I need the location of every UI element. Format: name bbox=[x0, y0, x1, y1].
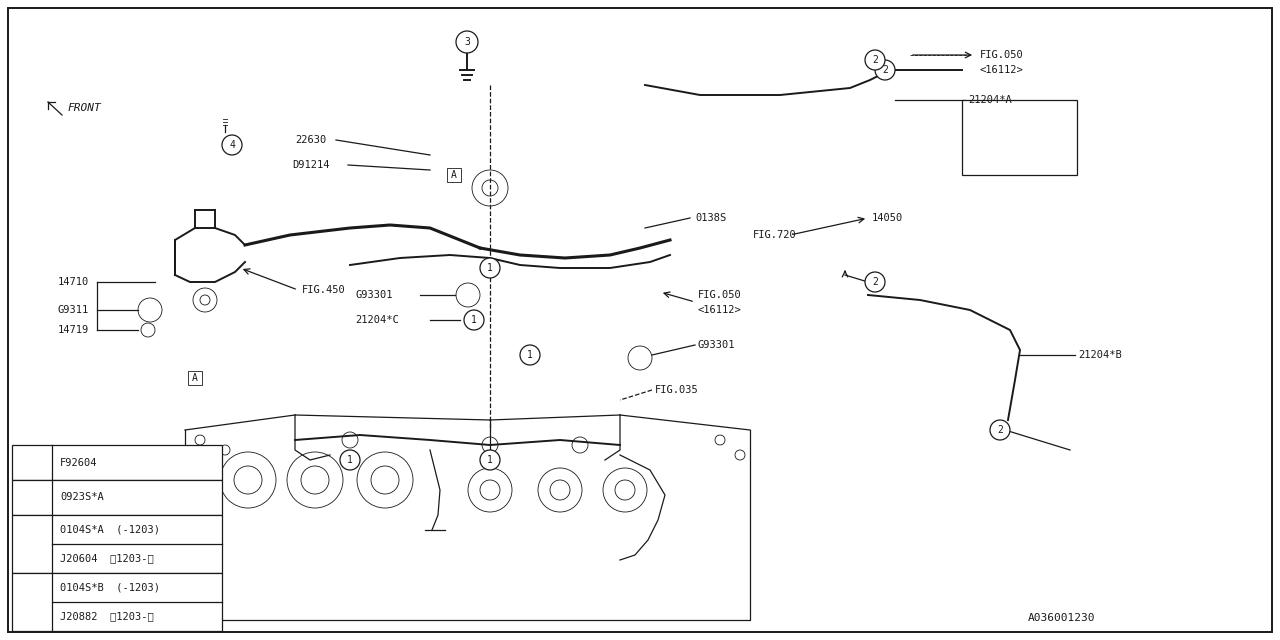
Text: A036001230: A036001230 bbox=[1028, 613, 1094, 623]
Text: 1: 1 bbox=[347, 455, 353, 465]
Text: 21204*A: 21204*A bbox=[968, 95, 1011, 105]
Text: 0138S: 0138S bbox=[695, 213, 726, 223]
Circle shape bbox=[876, 60, 895, 80]
Text: 14719: 14719 bbox=[58, 325, 90, 335]
Circle shape bbox=[865, 272, 884, 292]
Bar bbox=[12, 480, 221, 515]
Circle shape bbox=[480, 258, 500, 278]
Bar bbox=[963, 100, 1076, 175]
Circle shape bbox=[20, 451, 44, 474]
Text: 2: 2 bbox=[882, 65, 888, 75]
Bar bbox=[12, 515, 221, 573]
Bar bbox=[12, 573, 221, 631]
Circle shape bbox=[20, 486, 44, 509]
Circle shape bbox=[520, 345, 540, 365]
Text: 2: 2 bbox=[28, 493, 36, 502]
Text: 3: 3 bbox=[465, 37, 470, 47]
Text: <16112>: <16112> bbox=[698, 305, 741, 315]
Text: F92604: F92604 bbox=[60, 458, 97, 467]
Text: 4: 4 bbox=[28, 597, 36, 607]
Text: 21204*C: 21204*C bbox=[355, 315, 399, 325]
Text: FIG.720: FIG.720 bbox=[753, 230, 796, 240]
Text: 0104S*A  (-1203): 0104S*A (-1203) bbox=[60, 525, 160, 534]
Circle shape bbox=[20, 532, 44, 556]
Text: FIG.035: FIG.035 bbox=[655, 385, 699, 395]
Circle shape bbox=[456, 31, 477, 53]
Circle shape bbox=[340, 450, 360, 470]
Text: 14710: 14710 bbox=[58, 277, 90, 287]
Text: 14050: 14050 bbox=[872, 213, 904, 223]
Text: 2: 2 bbox=[997, 425, 1004, 435]
Text: G93301: G93301 bbox=[698, 340, 736, 350]
Text: FIG.050: FIG.050 bbox=[980, 50, 1024, 60]
Text: 1: 1 bbox=[471, 315, 477, 325]
Text: A: A bbox=[192, 373, 198, 383]
Text: 22630: 22630 bbox=[294, 135, 326, 145]
Text: 21204*B: 21204*B bbox=[1078, 350, 1121, 360]
Text: 0923S*A: 0923S*A bbox=[60, 493, 104, 502]
Circle shape bbox=[989, 420, 1010, 440]
Text: J20604  〨1203-〩: J20604 〨1203-〩 bbox=[60, 554, 154, 563]
Text: 0104S*B  (-1203): 0104S*B (-1203) bbox=[60, 582, 160, 593]
Text: 1: 1 bbox=[28, 458, 36, 467]
Text: G93301: G93301 bbox=[355, 290, 393, 300]
Text: 1: 1 bbox=[488, 263, 493, 273]
Text: 1: 1 bbox=[527, 350, 532, 360]
Circle shape bbox=[865, 50, 884, 70]
Circle shape bbox=[20, 590, 44, 614]
Text: D91214: D91214 bbox=[292, 160, 329, 170]
Text: FIG.050: FIG.050 bbox=[698, 290, 741, 300]
Text: <16112>: <16112> bbox=[980, 65, 1024, 75]
Text: G9311: G9311 bbox=[58, 305, 90, 315]
Text: J20882  〨1203-〩: J20882 〨1203-〩 bbox=[60, 611, 154, 621]
Text: 1: 1 bbox=[488, 455, 493, 465]
Circle shape bbox=[221, 135, 242, 155]
Text: 3: 3 bbox=[28, 539, 36, 549]
Circle shape bbox=[480, 450, 500, 470]
Text: FRONT: FRONT bbox=[68, 103, 101, 113]
Text: 2: 2 bbox=[872, 277, 878, 287]
Bar bbox=[188, 371, 202, 385]
Bar bbox=[12, 445, 221, 480]
Bar bbox=[447, 168, 461, 182]
Text: A: A bbox=[451, 170, 457, 180]
Circle shape bbox=[465, 310, 484, 330]
Text: 2: 2 bbox=[872, 55, 878, 65]
Text: FIG.450: FIG.450 bbox=[302, 285, 346, 295]
Text: 4: 4 bbox=[229, 140, 236, 150]
